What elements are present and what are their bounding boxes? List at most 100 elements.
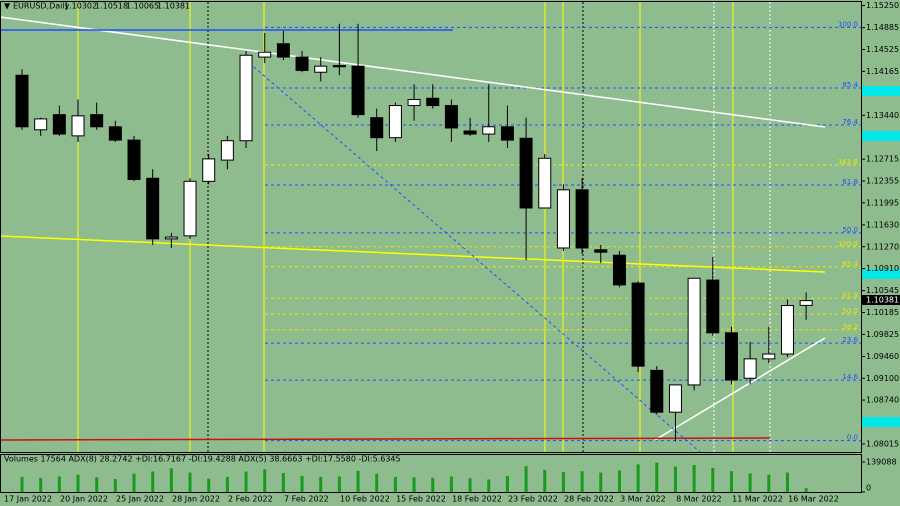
y-tick-label: 1.11995 [866,198,899,207]
fib-label: 14.6 [842,373,858,381]
x-tick-label: 15 Feb 2022 [396,495,446,504]
candle-body [538,157,552,209]
candle-body [762,353,776,360]
x-tick-label: 28 Feb 2022 [564,495,614,504]
x-tick-label: 11 Mar 2022 [732,495,783,504]
fib-label: 76.4 [842,118,858,126]
y-tick-label: 1.14525 [866,45,899,54]
header-low: 1.10065 [126,2,159,11]
y-tick-label: 1.14885 [866,23,899,32]
x-tick-label: 3 Mar 2022 [620,495,666,504]
candle-body [388,105,402,139]
candle-body [295,56,309,71]
trendline [654,337,826,441]
candle-body [15,74,29,128]
x-tick-label: 10 Feb 2022 [340,495,390,504]
candle-body [463,130,477,135]
candle-body [146,177,160,240]
candle-body [426,97,440,107]
fib-label: 61.8 [842,291,858,299]
candle-body [183,180,197,237]
candles [15,23,813,442]
x-tick-label: 2 Feb 2022 [228,495,273,504]
y-tick-label: 1.09825 [866,330,899,339]
y-tick-label: 1.12715 [866,155,899,164]
y-tick-label: 1.15250 [866,1,899,10]
fib-label: 50.0 [842,307,858,315]
candle-body [519,137,533,209]
candle-body [743,358,757,379]
candle-body [594,249,608,253]
y-tick-label: 1.08740 [866,396,899,405]
y-tick-label: 1.11630 [866,220,899,229]
y2-tick-label: 0 [866,484,871,493]
ma-line [0,437,771,441]
fib-label: 38.2 [842,323,858,331]
candle-body [668,384,682,413]
candle-body [407,99,421,107]
volume-label: Volumes 17564 ADX(8) 28.2742 +DI:16.7167… [4,455,401,464]
candle-body [351,65,365,116]
fib-label: 85.4 [842,81,858,89]
candle-body [706,279,720,334]
candle-body [90,114,104,128]
y-tick-label: 1.14165 [866,67,899,76]
candle-body [258,51,272,58]
header-arrow: ▼ [4,2,11,11]
price-frame [0,1,862,453]
y-tick-label: 1.09100 [866,374,899,383]
chart-title: EURUSD,Daily [13,2,70,11]
candle-body [687,277,701,386]
y-tick-label: 1.13440 [866,111,899,120]
x-tick-label: 16 Mar 2022 [788,495,839,504]
x-tick-label: 8 Mar 2022 [676,495,722,504]
candle-body [202,158,216,182]
candle-body [332,65,346,68]
y-tick-label: 1.10910 [866,264,899,273]
candle-body [482,126,496,135]
candle-body [575,189,589,249]
volume-frame [0,454,862,493]
vertical-dotted-white [713,2,771,452]
fib-label: 0.0 [847,434,858,442]
fib-label: 50.0 [842,226,858,234]
x-tick-label: 28 Jan 2022 [172,495,220,504]
x-tick-label: 23 Feb 2022 [508,495,558,504]
candle-body [276,43,290,58]
fib-group: 100.0 85.4 76.4 61.8 50.0 23.6 14.6 0.0 161.8 100… [265,20,862,442]
x-tick-label: 25 Jan 2022 [116,495,164,504]
candle-body [220,140,234,161]
candle-body [370,117,384,139]
candle-body [127,139,141,180]
candle-body [239,54,253,142]
x-tick-label: 7 Feb 2022 [284,495,329,504]
y-tick-label: 1.12355 [866,177,899,186]
fib-label: 61.8 [842,178,858,186]
price-marker [862,295,900,305]
candle-body [52,114,66,135]
candle-body [650,369,664,413]
candle-body [780,305,794,355]
fib-label: 23.6 [842,336,858,344]
fib-label: 100.0 [838,20,858,28]
candle-body [314,65,328,73]
header-open: 1.10302 [64,2,97,11]
y2-tick-label: 139088 [866,458,897,467]
fib-label: 85.4 [842,260,858,268]
channel-line [239,54,701,453]
fib-label: 161.8 [838,158,858,166]
header-close: 1.10381 [157,2,190,11]
y-tick-label: 1.09460 [866,352,899,361]
candle-body [631,282,645,367]
x-tick-label: 20 Jan 2022 [60,495,108,504]
candle-body [556,189,570,249]
y-tick-label: 1.08015 [866,440,899,449]
x-tick-label: 18 Feb 2022 [452,495,502,504]
y-tick-label: 1.10545 [866,286,899,295]
y-tick-label: 1.11270 [866,242,899,251]
candle-body [164,236,178,240]
candle-body [71,115,85,137]
candle-body [444,105,458,129]
candle-body [799,300,813,306]
